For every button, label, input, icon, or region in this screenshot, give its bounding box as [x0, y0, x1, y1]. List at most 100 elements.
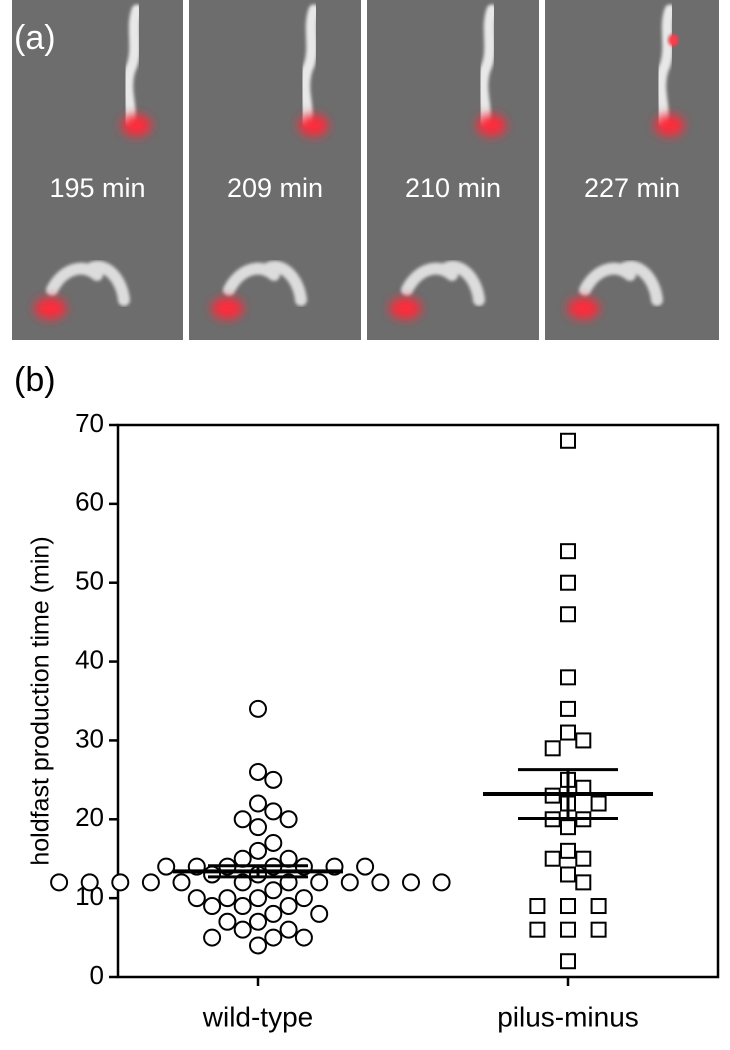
- data-point: [590, 898, 607, 915]
- data-point: [560, 432, 576, 449]
- panel-label: (a): [14, 19, 56, 57]
- x-tick-label: pilus-minus: [497, 1001, 639, 1032]
- cell: [299, 4, 320, 126]
- microscopy-panels: 195 min 209 min 210 min 227 min: [12, 0, 719, 340]
- y-tick-label: 50: [75, 566, 104, 596]
- data-point: [157, 857, 176, 876]
- data-point: [249, 912, 267, 931]
- data-point: [264, 928, 283, 947]
- data-point: [203, 865, 222, 884]
- time-label: 209 min: [227, 173, 323, 203]
- data-point: [529, 898, 546, 915]
- data-point: [544, 740, 561, 757]
- cell: [401, 260, 485, 306]
- y-tick-label: 20: [75, 802, 104, 832]
- data-point: [249, 889, 267, 908]
- data-point: [203, 928, 222, 947]
- cell: [46, 260, 130, 306]
- data-point: [560, 724, 576, 741]
- data-point: [187, 889, 206, 908]
- data-point: [233, 873, 252, 892]
- data-point: [172, 873, 191, 892]
- cell: [477, 4, 498, 126]
- data-point: [560, 606, 576, 623]
- data-point: [294, 928, 313, 947]
- data-point: [310, 904, 329, 923]
- data-point: [249, 818, 267, 837]
- data-point: [264, 770, 283, 789]
- y-tick-label: 30: [75, 723, 104, 753]
- data-point: [249, 762, 267, 781]
- data-point: [529, 921, 546, 938]
- image-frame: [189, 0, 361, 340]
- holdfast: [668, 34, 678, 46]
- panel-label: (b): [14, 361, 56, 399]
- data-point: [233, 920, 252, 939]
- data-point: [560, 866, 576, 883]
- data-point: [356, 857, 375, 876]
- data-point: [560, 953, 576, 970]
- data-point: [264, 904, 283, 923]
- cells: [34, 4, 151, 319]
- time-label: 227 min: [584, 173, 680, 203]
- data-point: [294, 889, 313, 908]
- data-point: [560, 819, 576, 836]
- holdfast: [298, 114, 328, 136]
- data-point: [560, 898, 576, 915]
- y-axis-label: holdfast production time (min): [27, 536, 55, 865]
- image-frame: [12, 0, 183, 340]
- holdfast: [121, 114, 151, 136]
- data-point: [218, 889, 237, 908]
- cell: [122, 4, 143, 126]
- plot-frame: [116, 423, 720, 979]
- data-point: [560, 574, 576, 591]
- data-point: [279, 920, 298, 939]
- holdfast: [389, 297, 421, 319]
- cells: [389, 4, 506, 319]
- data-point: [590, 921, 607, 938]
- cell: [223, 260, 307, 306]
- data-point: [203, 897, 222, 916]
- holdfast: [211, 297, 243, 319]
- image-frame: [367, 0, 539, 340]
- data-point: [50, 873, 69, 892]
- holdfast: [476, 114, 506, 136]
- data-point: [279, 873, 298, 892]
- data-point: [141, 873, 160, 892]
- cell: [579, 260, 663, 306]
- data-point: [575, 850, 592, 867]
- data-point: [560, 700, 576, 717]
- data-point: [264, 881, 283, 900]
- data-point: [249, 794, 267, 813]
- data-point: [249, 841, 267, 860]
- data-point: [279, 897, 298, 916]
- y-tick-label: 0: [90, 960, 104, 990]
- data-point: [264, 802, 283, 821]
- data-point: [249, 699, 267, 718]
- data-point: [310, 873, 329, 892]
- x-tick-label: wild-type: [202, 1001, 313, 1032]
- cells: [567, 4, 684, 319]
- y-tick-label: 40: [75, 644, 104, 674]
- data-point: [560, 669, 576, 686]
- y-tick-label: 70: [75, 408, 104, 438]
- data-point: [560, 543, 576, 560]
- data-point: [575, 732, 592, 749]
- cells: [211, 4, 328, 319]
- data-point: [575, 874, 592, 891]
- data-point: [544, 850, 561, 867]
- holdfast: [34, 297, 66, 319]
- time-label: 195 min: [49, 173, 145, 203]
- data-point: [233, 810, 252, 829]
- data-point: [432, 873, 451, 892]
- holdfast: [654, 114, 684, 136]
- data-point: [371, 873, 390, 892]
- data-point: [80, 873, 99, 892]
- data-point: [218, 912, 237, 931]
- y-tick-label: 60: [75, 487, 104, 517]
- data-point: [111, 873, 130, 892]
- data-point: [264, 833, 283, 852]
- data-point: [590, 795, 607, 812]
- data-point: [279, 810, 298, 829]
- data-point: [560, 921, 576, 938]
